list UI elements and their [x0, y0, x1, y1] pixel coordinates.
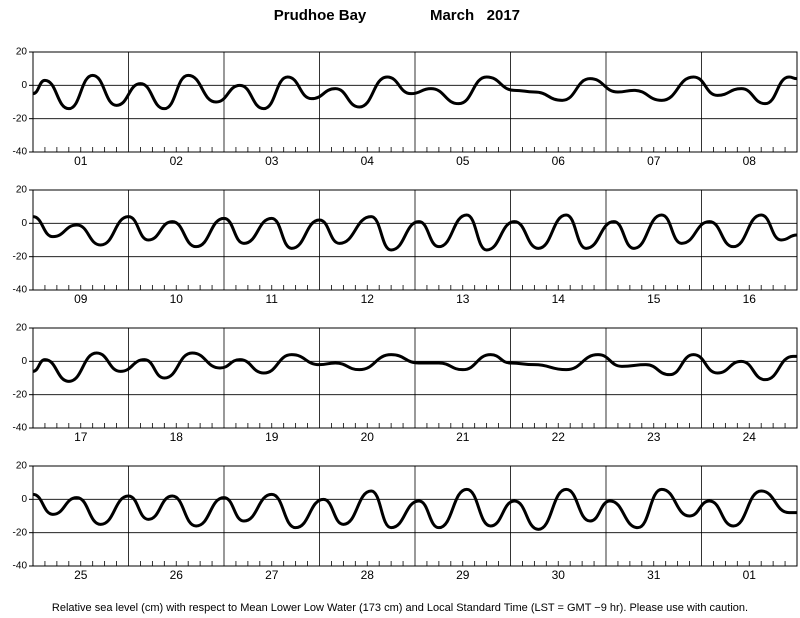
- y-tick-label: 20: [16, 461, 28, 472]
- day-label: 02: [170, 154, 184, 168]
- day-label: 04: [361, 154, 375, 168]
- day-label: 28: [361, 568, 375, 582]
- day-label: 08: [743, 154, 757, 168]
- day-label: 06: [552, 154, 566, 168]
- chart-title: Prudhoe Bay: [274, 7, 367, 24]
- day-label: 22: [552, 430, 566, 444]
- day-label: 24: [743, 430, 757, 444]
- footnote: Relative sea level (cm) with respect to …: [52, 602, 748, 614]
- day-label: 21: [456, 430, 470, 444]
- y-tick-label: -40: [13, 423, 28, 434]
- day-label: 12: [361, 292, 375, 306]
- day-label: 30: [552, 568, 566, 582]
- day-label: 17: [74, 430, 88, 444]
- y-tick-label: -40: [13, 561, 28, 572]
- y-tick-label: -20: [13, 389, 28, 400]
- y-tick-label: -20: [13, 113, 28, 124]
- day-label: 23: [647, 430, 661, 444]
- y-tick-label: -20: [13, 527, 28, 538]
- chart-subtitle: March 2017: [430, 7, 520, 24]
- day-label: 20: [361, 430, 375, 444]
- day-label: 01: [74, 154, 88, 168]
- day-label: 13: [456, 292, 470, 306]
- y-tick-label: 0: [21, 356, 27, 367]
- day-label: 03: [265, 154, 279, 168]
- tide-curve: [32, 73, 798, 111]
- day-label: 05: [456, 154, 470, 168]
- day-label: 31: [647, 568, 661, 582]
- y-tick-label: -40: [13, 285, 28, 296]
- day-label: 11: [266, 292, 279, 306]
- day-label: 16: [743, 292, 757, 306]
- y-tick-label: 0: [21, 218, 27, 229]
- day-label: 07: [647, 154, 661, 168]
- day-label: 09: [74, 292, 88, 306]
- day-label: 27: [265, 568, 279, 582]
- day-label: 19: [265, 430, 279, 444]
- y-tick-label: -40: [13, 147, 28, 158]
- day-label: 15: [647, 292, 661, 306]
- y-tick-label: 20: [16, 47, 28, 58]
- y-tick-label: 20: [16, 185, 28, 196]
- tide-curve: [32, 487, 797, 531]
- y-tick-label: 0: [21, 80, 27, 91]
- y-tick-label: 20: [16, 323, 28, 334]
- day-label: 26: [170, 568, 184, 582]
- day-label: 10: [170, 292, 184, 306]
- day-label: 18: [170, 430, 184, 444]
- day-label: 14: [552, 292, 566, 306]
- y-tick-label: 0: [21, 494, 27, 505]
- tide-curve: [32, 213, 798, 252]
- day-label: 01: [743, 568, 757, 582]
- tide-curve: [32, 351, 797, 383]
- day-label: 25: [74, 568, 88, 582]
- y-tick-label: -20: [13, 251, 28, 262]
- day-label: 29: [456, 568, 470, 582]
